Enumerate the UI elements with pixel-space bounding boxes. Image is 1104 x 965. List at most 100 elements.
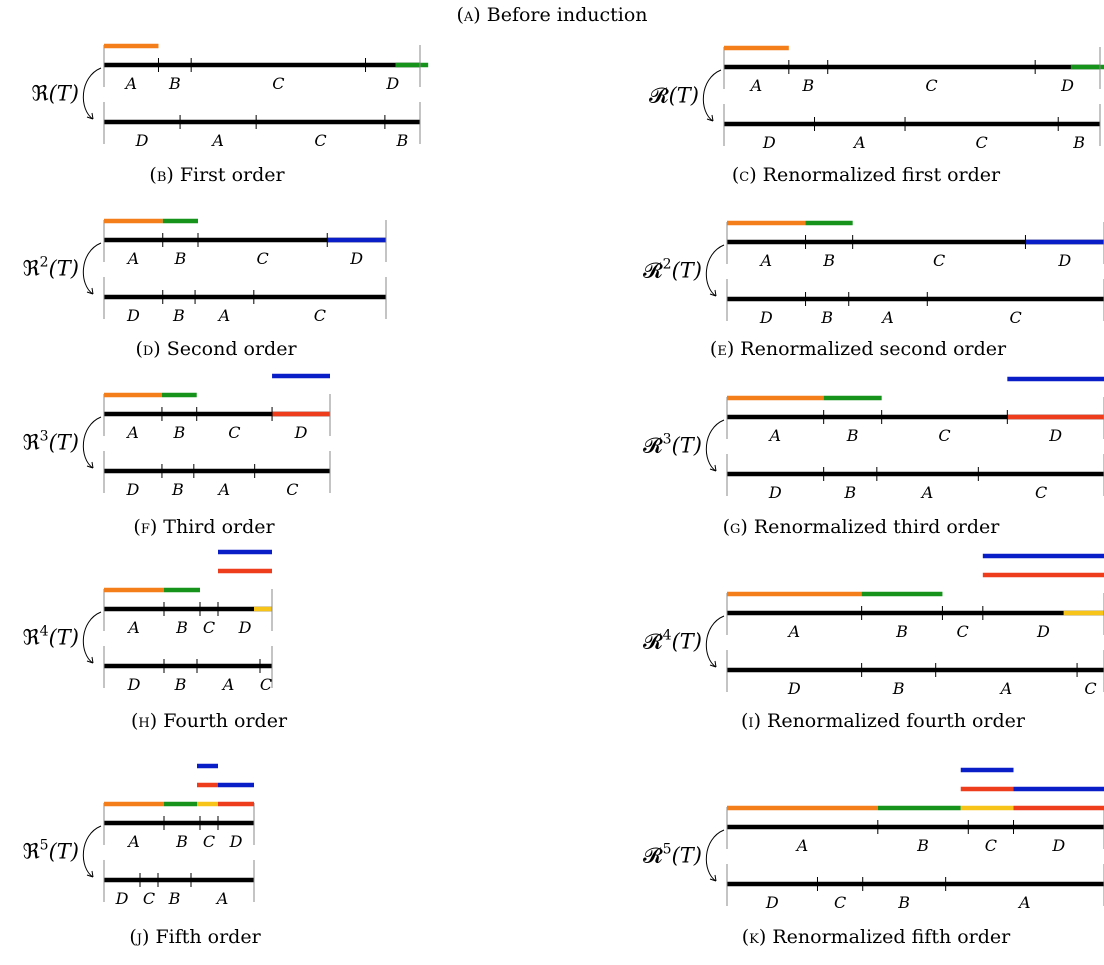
panel-e-top-label-c: C [933,251,945,270]
panel-g-bottom-label-a: A [920,483,934,502]
panel-d: A B C D D B A C ℜ2(T) [23,218,387,325]
panel-h-map-label: ℜ4(T) [23,624,79,650]
panel-j-top-label-b: B [175,832,188,851]
caption-f-tag: f [140,516,150,538]
panel-g-arrow [705,419,725,472]
panel-e-arrowhead [709,289,717,297]
panel-i-map-power: 4 [663,628,672,644]
caption-f-text: Third order [163,516,275,538]
panel-c-bottom-label-a: A [852,133,866,152]
panel-i-arrow [705,615,725,668]
panel-f-top-label-c: C [228,423,240,442]
panel-c-bottom-label-c: C [976,133,988,152]
panel-d-top-label-c: C [257,249,269,268]
panel-f-bottom-label-c: C [286,480,298,499]
panel-e-bottom-label-a: A [880,308,894,327]
caption-g: (g) Renormalized third order [722,516,1000,538]
panel-f-bottom-label-d: D [126,480,140,499]
panel-d-top-label-d: D [349,249,363,268]
panel-j-map-symbol: ℜ [23,840,40,864]
panel-c-arrowhead [706,114,714,122]
panel-h-bottom-label-b: B [174,675,187,694]
caption-e-tag: e [717,338,727,360]
panel-e-map-arg: (T) [672,259,702,283]
caption-i: (i) Renormalized fourth order [741,710,1025,732]
panel-f-arrow [82,416,102,469]
panel-k-arrowhead [709,874,717,882]
panel-b-arrowhead [86,112,94,120]
panel-g-bottom-label-b: B [843,483,856,502]
panel-j-map-arg: (T) [49,840,79,864]
panel-c-bottom-label-d: D [762,133,776,152]
panel-b-bottom-label-c: C [314,131,326,150]
panel-k-map-arg: (T) [672,844,702,868]
panel-i-top-label-b: B [895,622,908,641]
panel-i-map-symbol: 𝓡 [643,630,663,654]
panel-c-bottom-label-b: B [1072,133,1085,152]
panel-f-arrowhead [86,461,94,469]
panel-b-top-label-b: B [168,74,181,93]
panel-d-arrowhead [86,287,94,295]
panel-j-top-label-d: D [229,832,243,851]
panel-e-top-label-a: A [758,251,772,270]
panel-g-map-power: 3 [663,432,672,448]
panel-h-map-symbol: ℜ [23,626,40,650]
caption-j-text: Fifth order [155,926,261,948]
panel-f-top-label-b: B [172,423,185,442]
panel-g-arrowhead [709,464,717,472]
panel-h: A B C DD B A Cℜ4(T) [23,549,273,694]
panel-h-top-label-a: A [126,618,140,637]
panel-b-map-arg: (T) [49,82,79,106]
panel-j: A B C DD C B Aℜ5(T) [23,763,255,908]
panel-b-bottom-label-d: D [135,131,149,150]
panel-g-top-label-b: B [846,426,859,445]
panel-f-top-label-d: D [294,423,308,442]
caption-b-tag: b [156,164,167,186]
panel-d-arrow [82,242,102,295]
panel-i-bottom-label-a: A [999,679,1013,698]
caption-c-text: Renormalized first order [762,164,1001,186]
caption-a-text: Before induction [486,4,648,26]
panel-h-bottom-label-a: A [221,675,235,694]
panel-f-top-label-a: A [125,423,139,442]
panel-b-bottom-label-a: A [210,131,224,150]
panel-g-top-label-c: C [938,426,950,445]
caption-f: (f) Third order [133,516,275,538]
panel-c-map-arg: (T) [669,84,699,108]
panel-j-bottom-label-d: D [115,889,129,908]
panel-g: A B C D D B A C 𝓡3(T) [643,376,1104,502]
panel-h-map-power: 4 [40,624,49,640]
panel-b-bottom-label-b: B [396,131,409,150]
caption-e: (e) Renormalized second order [709,338,1007,360]
panel-g-bottom-label-d: D [768,483,782,502]
panel-k-map-power: 5 [663,842,672,858]
panel-f-map-arg: (T) [49,431,79,455]
panel-e-top-label-b: B [822,251,835,270]
caption-k-text: Renormalized fifth order [772,926,1011,948]
panel-b-arrow [82,67,102,120]
panel-h-top-label-d: D [238,618,252,637]
panel-j-top-label-a: A [126,832,140,851]
panels-layer: A B C DD A C Bℜ(T) A B C DD A C B𝓡(T)A B C DD B A Cℜ2(T) A B C… [23,43,1104,912]
panel-i-top-label-d: D [1036,622,1050,641]
panel-b-top-label-a: A [123,74,137,93]
panel-b-top-label-d: D [385,74,399,93]
panel-i-bottom-label-d: D [787,679,801,698]
panel-k-bottom-label-d: D [765,893,779,912]
panel-e-map-power: 2 [663,257,672,273]
panel-k-top-label-d: D [1051,836,1065,855]
panel-k-map-label: 𝓡5(T) [643,842,702,868]
panel-k-bottom-label-b: B [897,893,910,912]
caption-c-tag: c [739,164,750,186]
panel-c-map-label: 𝓡(T) [649,84,699,108]
panel-g-map-label: 𝓡3(T) [643,432,702,458]
caption-a-tag: a [463,4,474,26]
panel-k-top-label-a: A [795,836,809,855]
panel-i-bottom-label-b: B [892,679,905,698]
panel-h-top-label-c: C [203,618,215,637]
caption-d-tag: d [142,338,154,360]
panel-d-map-power: 2 [40,255,49,271]
caption-b: (b) First order [149,164,285,186]
panel-g-map-symbol: 𝓡 [643,434,663,458]
